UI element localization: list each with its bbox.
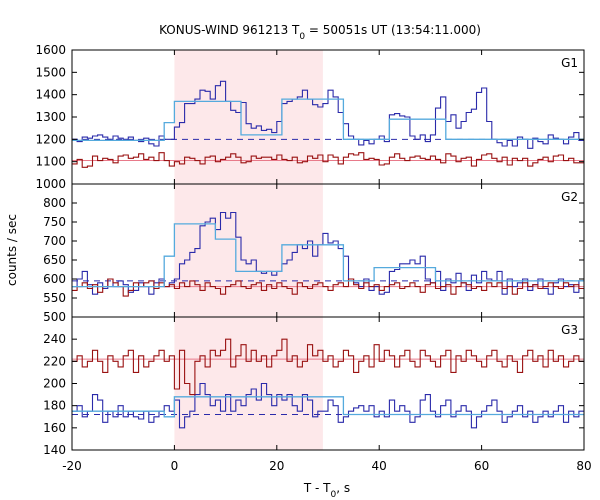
- y-tick-label: 160: [43, 421, 66, 435]
- series-g3-2: [72, 396, 584, 418]
- y-tick-label: 1300: [35, 110, 66, 124]
- y-tick-label: 140: [43, 443, 66, 457]
- y-tick-label: 1400: [35, 88, 66, 102]
- panel-frame-g2: [71, 183, 585, 318]
- x-tick-label: 40: [372, 459, 387, 473]
- panel-name-g1: G1: [561, 56, 578, 70]
- y-tick-label: 220: [43, 354, 66, 368]
- series-g1-0: [72, 80, 584, 149]
- series-g3-1: [72, 338, 584, 396]
- y-tick-label: 1500: [35, 65, 66, 79]
- x-tick-label: -20: [62, 459, 82, 473]
- y-axis-label: counts / sec: [5, 214, 19, 286]
- panel-name-g3: G3: [561, 323, 578, 337]
- x-tick-label: 0: [171, 459, 179, 473]
- chart-title: KONUS-WIND 961213 T0 = 50051s UT (13:54:…: [159, 23, 481, 42]
- y-tick-label: 1600: [35, 43, 66, 57]
- x-tick-label: 20: [269, 459, 284, 473]
- shaded-interval: [174, 317, 323, 450]
- y-tick-label: 200: [43, 377, 66, 391]
- y-tick-label: 1000: [35, 177, 66, 191]
- y-tick-label: 600: [43, 272, 66, 286]
- series-g3-0: [72, 382, 584, 429]
- panel-frame-g3: [71, 316, 585, 451]
- series-g2-2: [72, 223, 584, 288]
- y-tick-label: 800: [43, 196, 66, 210]
- y-tick-label: 1200: [35, 132, 66, 146]
- y-tick-label: 500: [43, 310, 66, 324]
- series-g1-2: [72, 98, 584, 142]
- y-tick-label: 650: [43, 253, 66, 267]
- y-tick-label: 700: [43, 234, 66, 248]
- y-tick-label: 240: [43, 332, 66, 346]
- shaded-interval: [174, 50, 323, 184]
- panel-name-g2: G2: [561, 190, 578, 204]
- shaded-interval: [174, 184, 323, 317]
- y-tick-label: 180: [43, 399, 66, 413]
- y-tick-label: 1100: [35, 155, 66, 169]
- y-tick-label: 750: [43, 215, 66, 229]
- series-g2-1: [72, 278, 584, 297]
- x-tick-label: 80: [576, 459, 591, 473]
- y-tick-label: 550: [43, 291, 66, 305]
- x-axis-label: T - T0, s: [303, 481, 350, 500]
- series-g1-1: [72, 152, 584, 168]
- x-tick-label: 60: [474, 459, 489, 473]
